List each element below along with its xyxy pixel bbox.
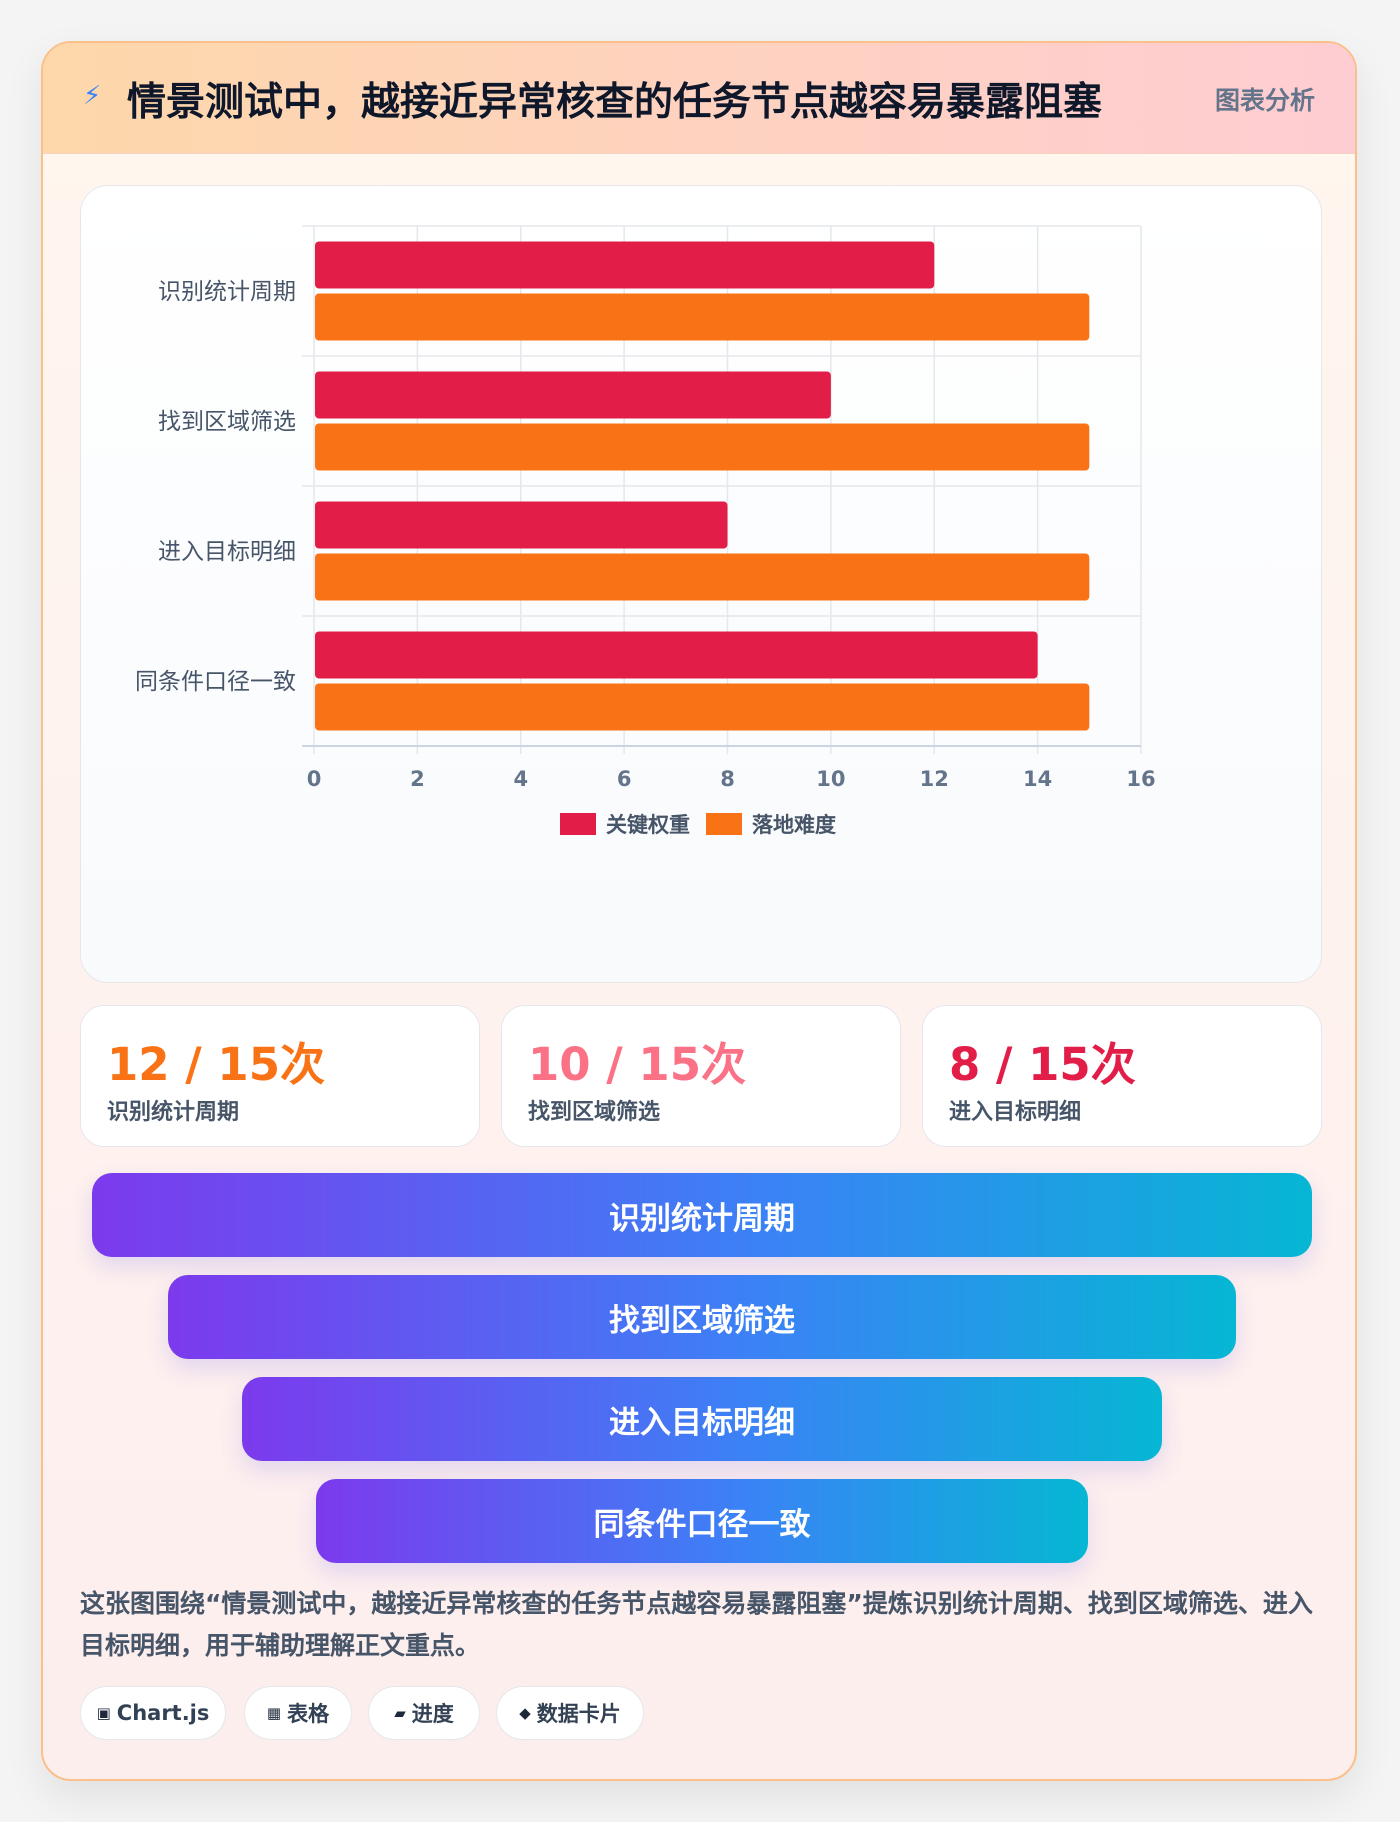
- progress-icon: ▰: [394, 1704, 406, 1722]
- table-icon: ▦: [266, 1704, 282, 1722]
- x-tick-label: 0: [307, 767, 322, 791]
- funnel-step: 识别统计周期: [92, 1173, 1312, 1257]
- bar: [315, 293, 1090, 341]
- x-tick-label: 2: [410, 767, 425, 791]
- chip-label: 进度: [411, 1702, 454, 1726]
- chart-description: 这张图围绕“情景测试中，越接近异常核查的任务节点越容易暴露阻塞”提炼识别统计周期…: [80, 1589, 1313, 1660]
- stat-value: 10 / 15次: [528, 1038, 747, 1091]
- stat-label: 找到区域筛选: [528, 1100, 661, 1125]
- card-header: ⚡ 情景测试中，越接近异常核查的任务节点越容易暴露阻塞 图表分析: [43, 43, 1355, 154]
- stat-value: 8 / 15次: [949, 1038, 1136, 1091]
- stat-card: 10 / 15次 找到区域筛选: [501, 1005, 901, 1147]
- x-tick-label: 8: [720, 767, 735, 791]
- chip-data-card[interactable]: ◆ 数据卡片: [496, 1686, 644, 1740]
- bar: [315, 501, 728, 549]
- chip-label: 表格: [287, 1702, 330, 1726]
- bar: [315, 371, 831, 419]
- legend-swatch: [706, 813, 742, 835]
- y-category-label: 进入目标明细: [158, 539, 296, 565]
- bar: [315, 683, 1090, 731]
- funnel-step: 找到区域筛选: [168, 1275, 1236, 1359]
- y-category-label: 识别统计周期: [158, 279, 296, 305]
- x-tick-label: 10: [816, 767, 845, 791]
- stat-label: 识别统计周期: [107, 1100, 240, 1125]
- bar: [315, 631, 1038, 679]
- bar: [315, 423, 1090, 471]
- chart-panel: 0 2 4 6 8 10 12 14 16 识别统计周期 找到区域筛选 进入目标明细同条件口径一致关键…: [80, 185, 1322, 983]
- chip-chartjs[interactable]: ▣ Chart.js: [80, 1686, 226, 1740]
- legend-label: 关键权重: [606, 813, 690, 837]
- legend-swatch: [560, 813, 596, 835]
- x-tick-label: 4: [513, 767, 528, 791]
- chip-table[interactable]: ▦ 表格: [244, 1686, 352, 1740]
- chart-icon: ▣: [96, 1704, 111, 1722]
- stat-card: 8 / 15次 进入目标明细: [922, 1005, 1322, 1147]
- chip-label: 数据卡片: [536, 1702, 621, 1726]
- y-category-label: 找到区域筛选: [158, 409, 296, 435]
- chip-label: Chart.js: [116, 1701, 210, 1725]
- x-tick-label: 14: [1023, 767, 1052, 791]
- x-tick-label: 6: [617, 767, 632, 791]
- chart-card: ⚡ 情景测试中，越接近异常核查的任务节点越容易暴露阻塞 图表分析 0 2 4 6 8 10…: [41, 41, 1357, 1781]
- funnel-step: 进入目标明细: [242, 1377, 1162, 1461]
- legend-label: 落地难度: [752, 813, 836, 837]
- stat-label: 进入目标明细: [949, 1100, 1082, 1125]
- x-tick-label: 16: [1126, 767, 1155, 791]
- bar-chart: 0 2 4 6 8 10 12 14 16 识别统计周期找到区域筛选进入目标明细同条件口径一致关键…: [135, 225, 1156, 837]
- bar: [315, 553, 1090, 601]
- stat-value: 12 / 15次: [107, 1038, 326, 1091]
- chart-analysis-tag: 图表分析: [1214, 86, 1315, 115]
- chip-progress[interactable]: ▰ 进度: [368, 1686, 480, 1740]
- y-category-label: 同条件口径一致: [135, 669, 296, 695]
- lightning-icon: ⚡: [83, 81, 102, 111]
- page-title: 情景测试中，越接近异常核查的任务节点越容易暴露阻塞: [127, 80, 1103, 125]
- bar: [315, 241, 935, 289]
- x-tick-label: 12: [920, 767, 949, 791]
- diamond-icon: ◆: [519, 1704, 531, 1722]
- funnel-step: 同条件口径一致: [316, 1479, 1088, 1563]
- stat-card: 12 / 15次 识别统计周期: [80, 1005, 480, 1147]
